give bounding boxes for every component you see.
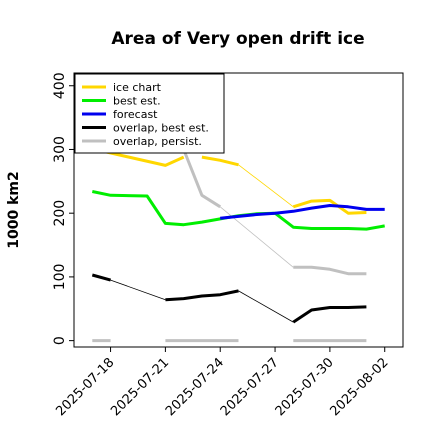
plot-area [91,147,385,343]
y-tick-label-2: 200 [52,200,68,227]
series-0-connector-0 [238,164,294,208]
series-1-line-0 [91,190,385,231]
series-3-line-0 [91,273,112,282]
series-2-line-0 [220,204,385,220]
legend-label-2: forecast [113,108,158,121]
y-tick-label-1: 100 [52,264,68,291]
legend-label-4: overlap, persist. [113,135,202,148]
y-tick-label-4: 400 [52,72,68,99]
x-tick-label-0: 2025-07-18 [53,355,117,419]
x-tick-label-4: 2025-07-30 [273,355,337,419]
series-0-line-1 [201,155,239,167]
legend-label-1: best est. [113,95,161,108]
y-tick-label-3: 300 [52,136,68,163]
x-tick-label-5: 2025-08-02 [328,355,392,419]
legend-label-0: ice chart [113,81,162,94]
series-4-line-3 [182,148,221,209]
chart-title: Area of Very open drift ice [111,29,364,49]
x-tick-label-2: 2025-07-24 [163,355,227,419]
series-3-line-2 [292,305,367,324]
y-tick-label-0: 0 [52,336,68,345]
y-axis-label: 1000 km2 [6,171,22,248]
x-tick-label-1: 2025-07-21 [108,355,172,419]
series-0-line-2 [292,198,367,215]
x-tick-label-3: 2025-07-27 [218,355,282,419]
legend-label-3: overlap, best est. [113,122,209,135]
plot-frame [73,72,404,348]
series-3-connector-0 [110,279,166,301]
series-3-connector-1 [238,290,294,323]
series-3-line-1 [165,289,239,302]
series-4-line-4 [293,265,367,276]
series-0-line-0 [91,147,185,167]
